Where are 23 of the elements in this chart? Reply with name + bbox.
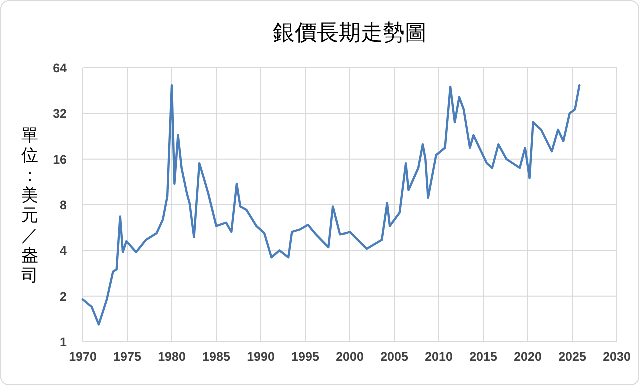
x-tick-label: 1975 bbox=[114, 350, 142, 364]
y-axis-title: 單位：美元／盎司 bbox=[22, 126, 38, 285]
x-tick-label: 2010 bbox=[425, 350, 453, 364]
x-tick-label: 2015 bbox=[470, 350, 498, 364]
x-tick-label: 1980 bbox=[158, 350, 186, 364]
x-tick-label: 2000 bbox=[336, 350, 364, 364]
x-tick-label: 2020 bbox=[514, 350, 542, 364]
y-tick-label: 2 bbox=[60, 290, 68, 304]
y-tick-label: 1 bbox=[60, 336, 68, 350]
y-tick-label: 8 bbox=[60, 198, 68, 212]
x-tick-label: 1995 bbox=[292, 350, 320, 364]
y-tick-label: 32 bbox=[53, 107, 68, 122]
x-tick-label: 1985 bbox=[202, 350, 230, 364]
chart-title: 銀價長期走勢圖 bbox=[273, 20, 427, 45]
x-tick-label: 2025 bbox=[558, 350, 586, 364]
x-tick-label: 2030 bbox=[603, 350, 631, 364]
x-tick-label: 2005 bbox=[380, 350, 408, 364]
y-tick-label: 64 bbox=[53, 62, 68, 76]
x-tick-label: 1970 bbox=[69, 350, 97, 364]
y-tick-label: 4 bbox=[60, 244, 68, 258]
line-series bbox=[82, 84, 581, 326]
y-tick-label: 16 bbox=[53, 152, 68, 167]
x-tick-label: 1990 bbox=[247, 350, 275, 364]
